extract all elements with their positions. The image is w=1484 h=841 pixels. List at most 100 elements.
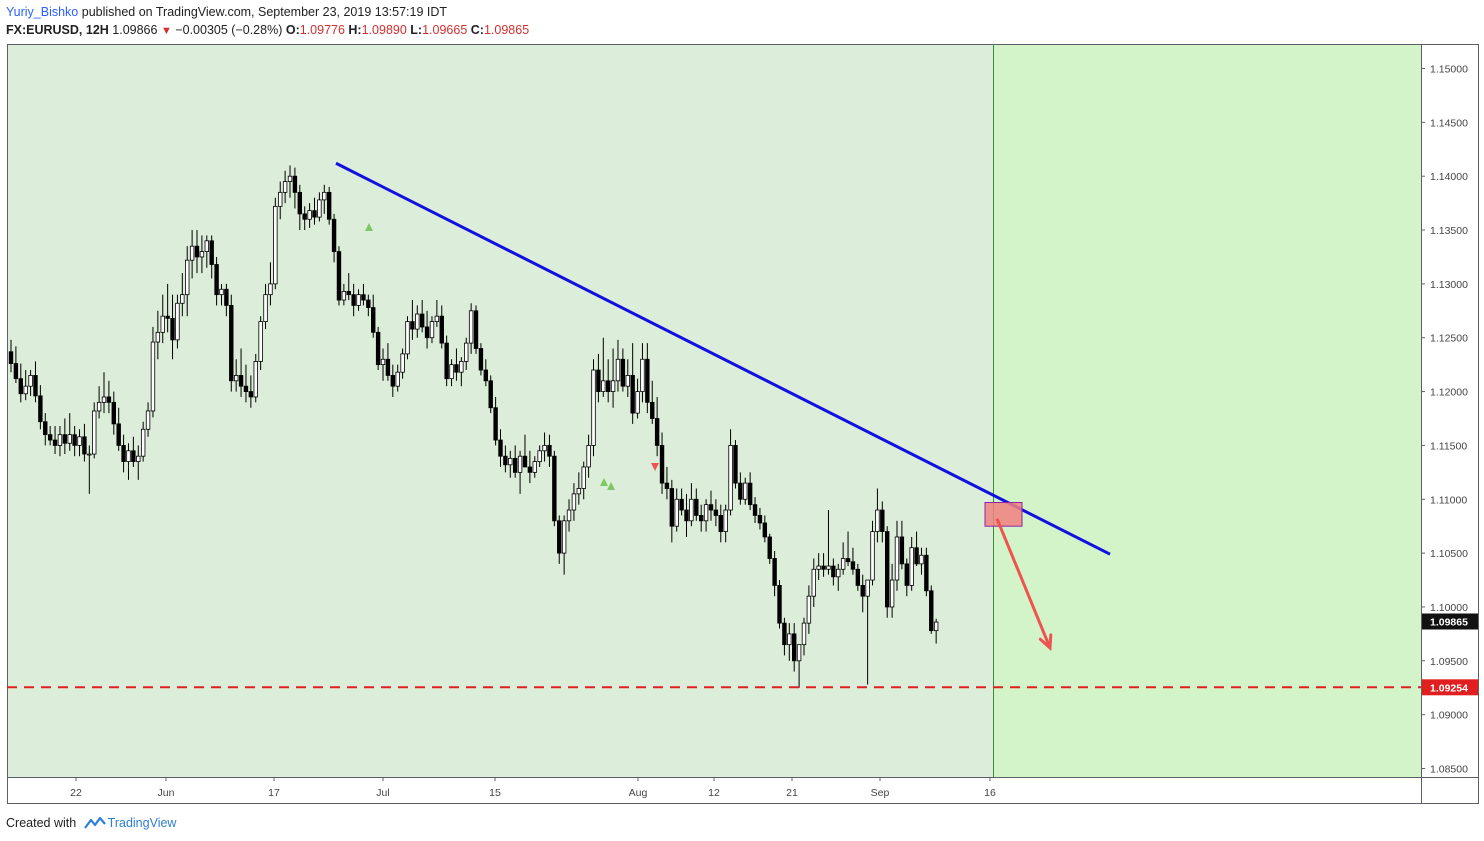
candle-body xyxy=(816,565,821,570)
candle-body xyxy=(821,565,826,570)
candle-body xyxy=(67,434,72,444)
candle-body xyxy=(889,579,895,608)
candle-body xyxy=(787,633,792,646)
candle-body xyxy=(836,568,841,578)
candle-body xyxy=(82,436,87,455)
chart-border xyxy=(7,44,1479,804)
candle-body xyxy=(464,342,469,362)
candle-body xyxy=(341,291,347,301)
candle-body xyxy=(185,259,190,296)
candle-body xyxy=(23,385,28,395)
candle-body xyxy=(537,450,542,462)
candle-body xyxy=(498,439,503,457)
time-tick-label: Jun xyxy=(158,787,175,799)
projection-arrow-head xyxy=(1038,633,1053,652)
candle-body xyxy=(253,361,258,398)
candle-body xyxy=(924,554,929,592)
candle-body xyxy=(390,375,396,387)
candle-body xyxy=(713,509,719,516)
signal-down-marker xyxy=(651,463,659,471)
candle-body xyxy=(615,358,621,382)
candle-body xyxy=(870,531,875,581)
close-label: C: xyxy=(470,23,484,37)
candle-body xyxy=(87,453,92,456)
candle-body xyxy=(116,423,121,446)
candle-body xyxy=(933,621,939,632)
price-tick-label: 1.09000 xyxy=(1430,710,1468,722)
candle-body xyxy=(654,418,660,446)
tradingview-link[interactable]: TradingView xyxy=(107,816,177,830)
signal-up-marker xyxy=(365,223,373,231)
candle-body xyxy=(645,358,650,403)
price-tick-label: 1.14500 xyxy=(1430,117,1468,129)
candle-body xyxy=(894,536,900,581)
chart-background xyxy=(7,44,1421,777)
candle-body xyxy=(840,558,846,570)
candle-body xyxy=(640,358,645,392)
price-change: −0.00305 (−0.28%) xyxy=(175,23,283,37)
candle-body xyxy=(136,455,141,462)
footer: Created with TradingView xyxy=(6,816,176,830)
price-tick-label: 1.13000 xyxy=(1430,279,1468,291)
candle-body xyxy=(13,363,19,380)
candle-body xyxy=(47,434,53,441)
price-tick-label: 1.12500 xyxy=(1430,333,1468,345)
candle-body xyxy=(605,380,611,392)
candle-body xyxy=(919,554,924,565)
candle-body xyxy=(625,375,630,387)
candle-body xyxy=(703,504,709,522)
author-link[interactable]: Yuriy_Bishko xyxy=(6,5,79,19)
candle-body xyxy=(561,520,567,554)
candle-body xyxy=(468,310,474,344)
candle-body xyxy=(77,436,82,446)
open-value: 1.09776 xyxy=(299,23,345,37)
candle-body xyxy=(454,364,459,373)
candle-body xyxy=(72,434,77,446)
candle-body xyxy=(811,568,816,597)
candle-body xyxy=(865,579,870,597)
candle-body xyxy=(219,288,224,296)
candle-body xyxy=(170,317,175,341)
candle-body xyxy=(547,445,552,457)
candle-body xyxy=(767,536,772,559)
axes: 1.15000 1.14500 1.14000 1.13500 1.13000 1.125… xyxy=(70,64,1478,799)
candle-body xyxy=(224,288,229,306)
price-tick-label: 1.11000 xyxy=(1430,494,1467,506)
time-tick-label: 21 xyxy=(786,787,798,799)
candle-body xyxy=(424,326,430,339)
candle-body xyxy=(92,410,97,455)
candle-body xyxy=(322,191,327,201)
candle-body xyxy=(826,565,831,570)
signal-up-marker xyxy=(600,478,608,486)
candle-body xyxy=(512,457,518,473)
candle-body xyxy=(439,315,444,344)
price-tick-label: 1.10500 xyxy=(1430,548,1468,560)
candle-body xyxy=(258,321,263,362)
candle-body xyxy=(694,498,699,516)
candle-body xyxy=(777,585,782,624)
price-tick-label: 1.14000 xyxy=(1430,171,1468,183)
candle-body xyxy=(757,515,763,524)
candle-body xyxy=(292,175,298,193)
candle-body xyxy=(160,315,165,333)
candle-body xyxy=(43,421,48,436)
candle-body xyxy=(199,251,205,258)
created-with-text: Created with xyxy=(6,816,77,830)
chart-frame xyxy=(7,44,1479,804)
candle-body xyxy=(180,294,185,304)
candle-body xyxy=(101,396,107,403)
candle-body xyxy=(278,191,283,207)
candle-body xyxy=(165,315,170,319)
candle-body xyxy=(483,369,489,382)
candle-body xyxy=(718,515,723,532)
candle-body xyxy=(591,369,596,446)
low-label: L: xyxy=(410,23,423,37)
candle-body xyxy=(831,565,836,578)
candle-body xyxy=(287,175,293,182)
candle-body xyxy=(400,353,405,373)
candle-body xyxy=(855,568,861,586)
candle-body xyxy=(620,358,626,387)
time-tick-label: Sep xyxy=(871,787,890,799)
candle-body xyxy=(850,561,856,570)
